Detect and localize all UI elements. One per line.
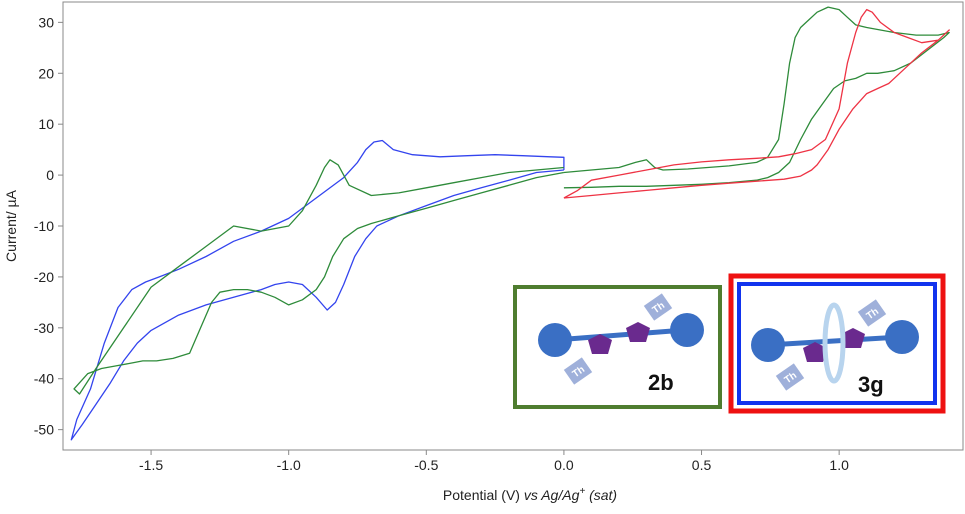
inset-2b-th-upper: Th	[643, 293, 673, 321]
series	[70, 6, 950, 441]
inset-3g-right-pentagon-icon	[841, 328, 865, 348]
x-tick-label: 0.5	[692, 457, 712, 473]
inset-2b-right-pentagon-icon	[626, 322, 650, 342]
inset-3g-th-lower-box	[775, 363, 805, 391]
y-ticks: -50 -40 -30 -20 -10 0 10 20 30	[34, 14, 63, 438]
inset-3g-right-stopper-icon	[885, 320, 919, 354]
y-axis-title: Current/ µA	[3, 189, 19, 262]
inset-3g-th-upper: Th	[857, 299, 887, 327]
inset-2b-th-lower: Th	[563, 357, 593, 385]
x-axis-title-sup: +	[579, 486, 585, 497]
x-tick-label: -1.0	[277, 457, 301, 473]
inset-3g-label: 3g	[858, 372, 884, 397]
y-tick-label: 20	[38, 65, 54, 81]
y-tick-label: -40	[34, 371, 54, 387]
x-tick-label: -1.5	[139, 457, 163, 473]
x-axis-title: Potential (V) vs Ag/Ag+ (sat)	[443, 486, 617, 503]
inset-3g-left-stopper-icon	[751, 328, 785, 362]
inset-2b: Th Th 2b	[513, 285, 722, 409]
inset-2b-right-stopper-icon	[670, 313, 704, 347]
x-tick-label: 0.0	[554, 457, 574, 473]
y-tick-label: 10	[38, 116, 54, 132]
inset-3g-inner-frame	[737, 282, 937, 405]
inset-3g-th-upper-box	[857, 299, 887, 327]
inset-3g: Th Th 3g	[728, 273, 946, 414]
x-tick-label: -0.5	[414, 457, 438, 473]
x-tick-label: 1.0	[829, 457, 849, 473]
inset-2b-left-stopper-icon	[538, 323, 572, 357]
x-axis-title-ref: vs Ag/Ag	[520, 487, 580, 503]
y-tick-label: -50	[34, 422, 54, 438]
inset-2b-axle	[554, 327, 686, 343]
inset-3g-axle	[767, 334, 901, 348]
y-tick-label: 0	[46, 167, 54, 183]
x-axis-title-tail: (sat)	[585, 487, 617, 503]
series-line-green-cathodic-scan	[73, 159, 565, 395]
series-line-blue-cathodic-scan	[70, 139, 565, 441]
inset-2b-th-lower-box	[563, 357, 593, 385]
series-line-red-anodic-scan	[563, 8, 950, 199]
y-tick-label: -10	[34, 218, 54, 234]
inset-2b-left-pentagon-icon	[588, 334, 612, 354]
inset-2b-label: 2b	[648, 370, 674, 395]
inset-3g-th-lower: Th	[775, 363, 805, 391]
x-ticks: -1.5 -1.0 -0.5 0.0 0.5 1.0	[139, 450, 849, 473]
inset-3g-left-pentagon-icon	[803, 342, 827, 362]
inset-2b-th-upper-box	[643, 293, 673, 321]
inset-3g-macrocycle-ring-icon	[822, 302, 846, 384]
x-axis-title-main: Potential (V)	[443, 487, 520, 503]
y-tick-label: 30	[38, 14, 54, 30]
y-tick-label: -30	[34, 320, 54, 336]
y-tick-label: -20	[34, 269, 54, 285]
series-line-green-anodic-scan	[563, 6, 950, 189]
